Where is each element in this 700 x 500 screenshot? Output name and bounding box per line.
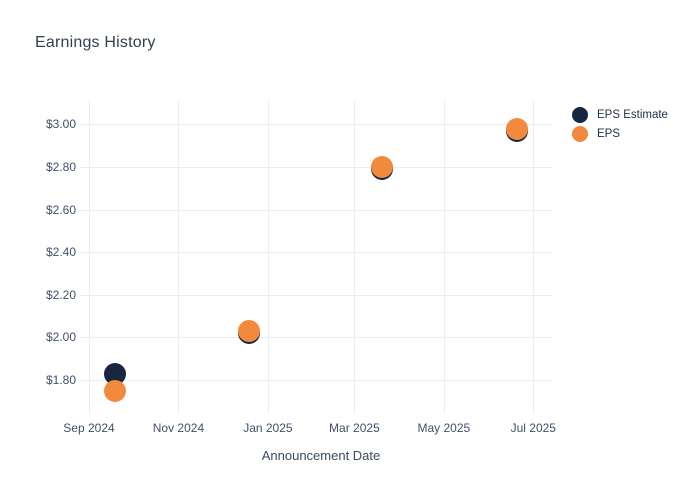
y-gridline [80,209,553,211]
x-tick-label: Nov 2024 [152,421,205,435]
x-tick-label: Mar 2025 [329,421,380,435]
x-gridline [89,100,90,414]
x-tick-label: Jul 2025 [510,421,556,435]
y-tick-label: $2.40 [45,245,76,260]
eps-estimate-legend-dot-icon [572,107,588,123]
y-gridline [80,252,553,254]
x-gridline [178,100,180,414]
y-gridline [80,166,553,168]
x-axis-title: Announcement Date [261,448,381,463]
x-tick-label: Jan 2025 [243,421,293,435]
legend-label: EPS Estimate [597,109,668,121]
y-tick-label: $2.20 [45,287,76,302]
legend-item-eps[interactable]: EPS [572,125,668,143]
y-tick-label: $2.00 [45,330,76,345]
y-gridline [80,294,553,296]
chart-title: Earnings History [35,34,156,51]
x-gridline [267,100,269,414]
y-tick-label: $2.60 [45,202,76,217]
x-gridline [533,100,535,414]
y-gridline [80,380,553,381]
x-gridline [443,100,445,414]
eps-estimate-point[interactable] [104,362,127,385]
eps-legend-dot-icon [572,126,588,142]
eps-point[interactable] [506,117,529,140]
eps-point[interactable] [371,155,394,178]
chart-legend: EPS Estimate EPS [572,106,668,143]
y-gridline [80,337,553,339]
y-gridline [80,124,553,126]
legend-item-eps-estimate[interactable]: EPS Estimate [572,106,668,124]
y-tick-label: $3.00 [45,117,76,132]
y-tick-label: $1.80 [45,373,76,387]
y-tick-label: $2.80 [45,159,76,174]
eps-point[interactable] [237,319,260,342]
x-tick-label: Sep 2024 [63,421,115,435]
eps-point[interactable] [104,379,127,402]
x-tick-label: May 2025 [417,421,471,435]
legend-label: EPS [597,128,621,140]
x-gridline [354,100,356,414]
